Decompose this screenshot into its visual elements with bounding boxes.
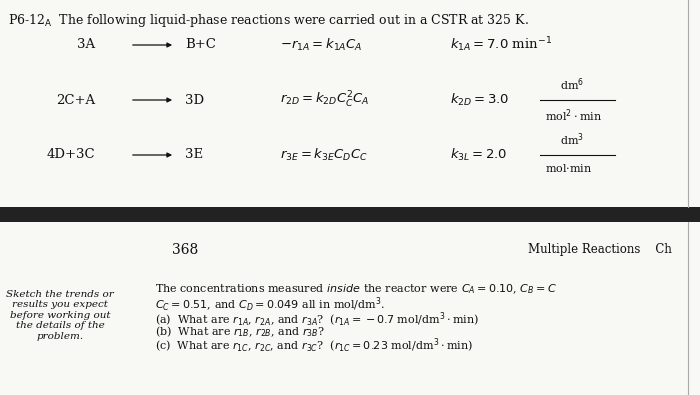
Text: mol$^2\cdot$min: mol$^2\cdot$min — [545, 107, 602, 124]
Text: $k_{3L} = 2.0\,$: $k_{3L} = 2.0\,$ — [450, 147, 508, 163]
Text: $k_{1A} = 7.0$ min$^{-1}$: $k_{1A} = 7.0$ min$^{-1}$ — [450, 36, 552, 55]
Text: $r_{2D} = k_{2D}C_C^2C_A$: $r_{2D} = k_{2D}C_C^2C_A$ — [280, 90, 370, 110]
Text: $k_{2D} = 3.0\,$: $k_{2D} = 3.0\,$ — [450, 92, 510, 108]
Text: Sketch the trends or
results you expect
before working out
the details of the
pr: Sketch the trends or results you expect … — [6, 290, 114, 340]
Text: $-r_{1A} = k_{1A}C_A$: $-r_{1A} = k_{1A}C_A$ — [280, 37, 363, 53]
Text: (a)  What are $r_{1A}$, $r_{2A}$, and $r_{3A}$?  ($r_{1A} = -0.7$ mol/dm$^3\cdot: (a) What are $r_{1A}$, $r_{2A}$, and $r_… — [155, 311, 480, 329]
Text: dm$^3$: dm$^3$ — [560, 132, 584, 148]
Text: (b)  What are $r_{1B}$, $r_{2B}$, and $r_{3B}$?: (b) What are $r_{1B}$, $r_{2B}$, and $r_… — [155, 324, 325, 339]
Text: $C_C = 0.51$, and $C_D = 0.049$ all in mol/dm$^3$.: $C_C = 0.51$, and $C_D = 0.049$ all in m… — [155, 296, 385, 314]
Text: mol$\cdot$min: mol$\cdot$min — [545, 162, 592, 174]
Text: The concentrations measured $\it{inside}$ the reactor were $C_A = 0.10$, $C_B = : The concentrations measured $\it{inside}… — [155, 282, 556, 295]
Text: (c)  What are $r_{1C}$, $r_{2C}$, and $r_{3C}$?  ($r_{1C} = 0.23$ mol/dm$^3\cdot: (c) What are $r_{1C}$, $r_{2C}$, and $r_… — [155, 337, 473, 355]
Text: 2C+A: 2C+A — [56, 94, 95, 107]
Text: 3E: 3E — [185, 149, 203, 162]
Text: $r_{3E} = k_{3E}C_DC_C$: $r_{3E} = k_{3E}C_DC_C$ — [280, 147, 368, 163]
Text: B+C: B+C — [185, 38, 216, 51]
Text: 368: 368 — [172, 243, 198, 257]
Text: 4D+3C: 4D+3C — [46, 149, 95, 162]
Bar — [0, 207, 700, 222]
Text: 3A: 3A — [77, 38, 95, 51]
Text: P6-12$_\mathsf{A}$  The following liquid-phase reactions were carried out in a C: P6-12$_\mathsf{A}$ The following liquid-… — [8, 12, 529, 29]
Text: Multiple Reactions    Ch: Multiple Reactions Ch — [528, 243, 672, 256]
Text: 3D: 3D — [185, 94, 204, 107]
Text: dm$^6$: dm$^6$ — [560, 76, 584, 93]
